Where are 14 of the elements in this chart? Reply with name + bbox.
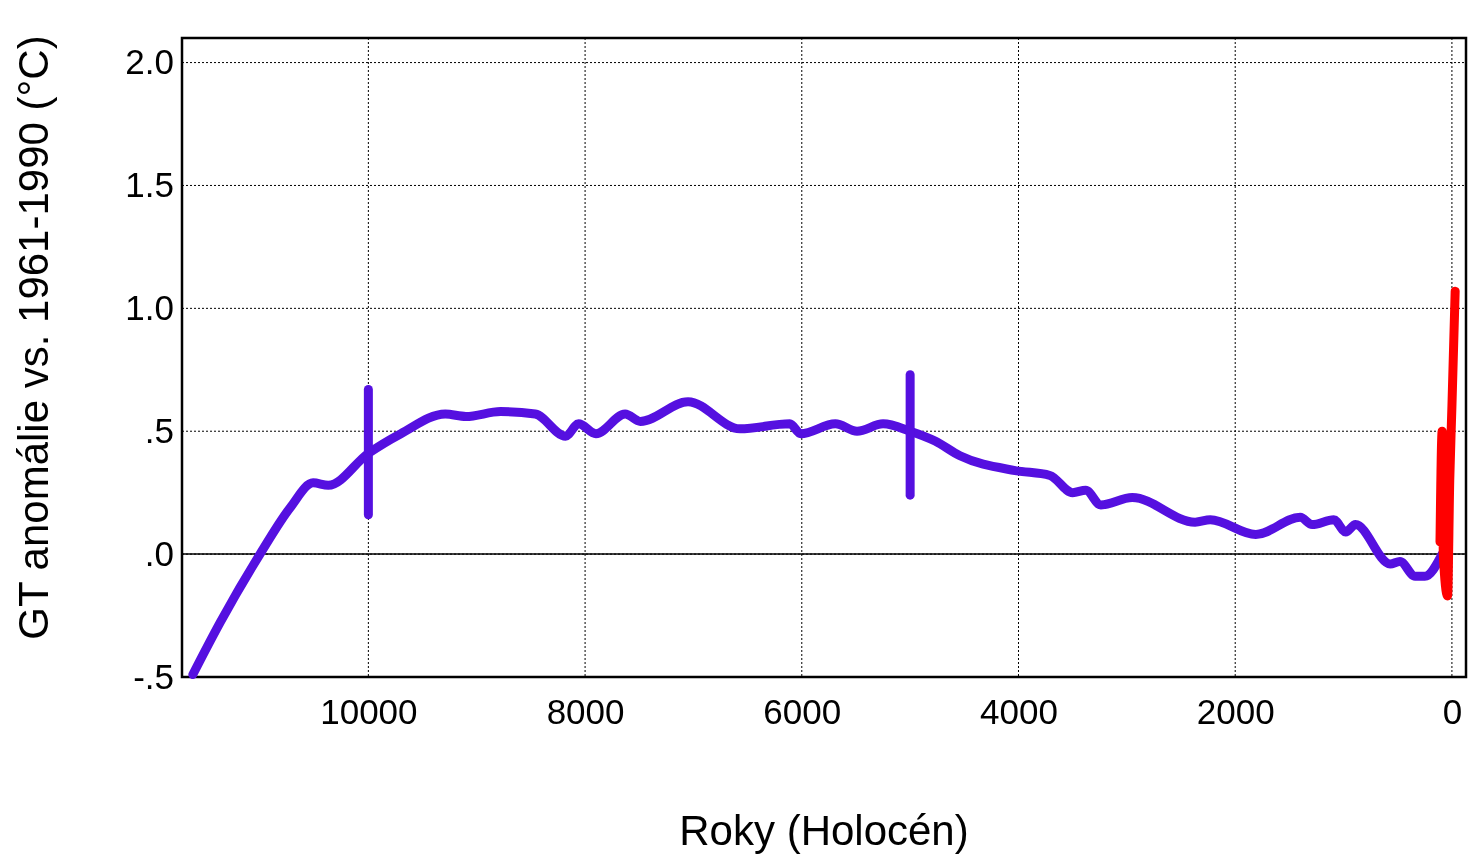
y-tick-label: .5: [144, 410, 174, 450]
x-tick-label: 2000: [1196, 691, 1275, 731]
y-tick-label: 1.5: [125, 165, 174, 205]
y-tick-label: 1.0: [125, 288, 174, 328]
y-tick-label: .0: [144, 533, 174, 573]
x-tick-label: 10000: [320, 691, 418, 731]
x-tick-label: 6000: [763, 691, 842, 731]
y-axis-title: GT anomálie vs. 1961-1990 (°C): [10, 35, 57, 640]
x-tick-label: 0: [1442, 691, 1463, 731]
y-tick-label: 2.0: [125, 42, 174, 82]
x-axis-title: Roky (Holocén): [679, 807, 969, 854]
y-tick-label: -.5: [133, 656, 174, 696]
x-tick-label: 4000: [980, 691, 1058, 731]
x-tick-label: 8000: [546, 691, 625, 731]
